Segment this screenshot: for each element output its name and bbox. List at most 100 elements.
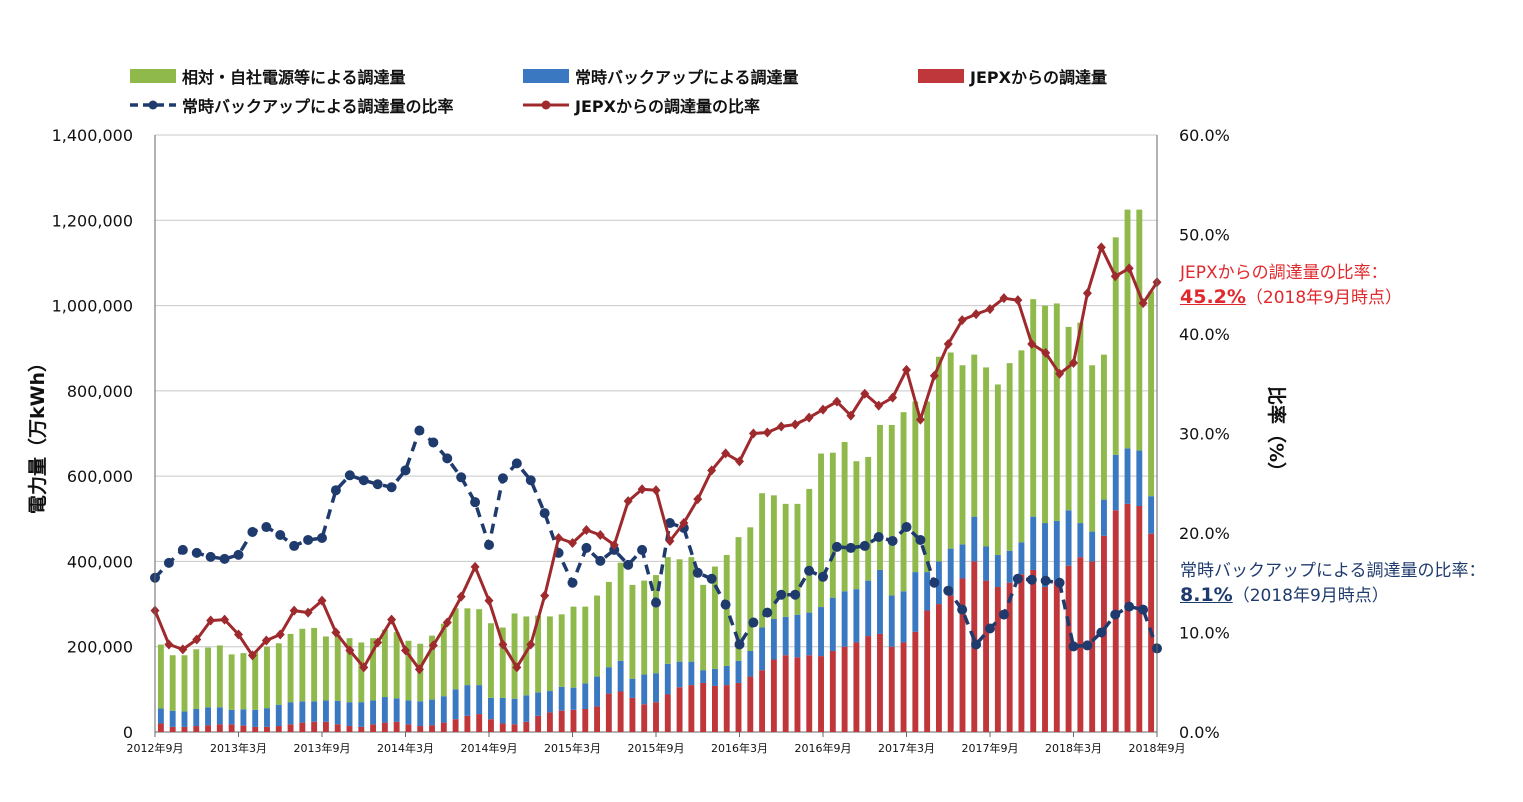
backup-ratio-point <box>692 567 703 578</box>
jepx-ratio-point <box>456 591 466 602</box>
bar-jepx <box>877 633 883 732</box>
bar-backup <box>264 708 270 727</box>
bar-backup <box>523 695 530 722</box>
bar-jepx <box>311 721 318 732</box>
backup-ratio-point <box>971 639 982 650</box>
legend-label-backup: 常時バックアップによる調達量 <box>575 68 799 87</box>
bar-self-supply <box>605 581 612 668</box>
backup-ratio-point <box>163 557 174 568</box>
bar-self-supply <box>841 442 848 592</box>
bar-jepx <box>1124 503 1131 732</box>
bar-self-supply <box>641 580 648 675</box>
jepx-ratio-point <box>595 529 605 540</box>
jepx-ratio-point <box>957 315 967 326</box>
bar-self-supply <box>358 642 365 703</box>
y-tick-label: 200,000 <box>67 638 133 657</box>
y-tick-label: 600,000 <box>67 467 133 486</box>
bar-backup <box>334 700 341 725</box>
jepx-ratio-point <box>289 605 299 616</box>
backup-ratio-point <box>818 571 828 582</box>
jepx-ratio-point <box>804 412 814 423</box>
jepx-ratio-point <box>971 309 981 320</box>
jepx-ratio-point <box>1055 368 1065 379</box>
bar-jepx <box>912 631 919 732</box>
bar-self-supply <box>924 401 931 573</box>
backup-ratio-point <box>957 604 968 615</box>
bar-self-supply <box>829 452 836 598</box>
bar-self-supply <box>676 559 683 662</box>
bar-jepx <box>770 659 777 732</box>
bar-backup <box>546 691 553 713</box>
bar-backup <box>370 700 377 725</box>
backup-ratio-point <box>845 542 856 553</box>
bar-jepx <box>440 722 447 732</box>
bar-self-supply <box>1136 209 1143 451</box>
bar-self-supply <box>193 649 200 709</box>
bar-self-supply <box>440 623 447 697</box>
bar-jepx <box>782 655 789 732</box>
jepx-ratio-point <box>234 629 243 640</box>
bar-jepx <box>641 704 648 732</box>
jepx-ratio-point <box>790 419 800 430</box>
bar-backup <box>287 702 294 725</box>
bar-backup <box>959 544 966 579</box>
bar-self-supply <box>464 608 471 686</box>
bar-jepx <box>511 724 518 732</box>
jepx-ratio-point <box>748 428 758 439</box>
backup-ratio-point <box>1124 601 1135 612</box>
backup-ratio-point <box>484 539 494 550</box>
bar-backup <box>971 516 978 562</box>
jepx-ratio-point <box>832 396 842 407</box>
bar-jepx <box>947 595 954 732</box>
bar-jepx <box>205 725 211 732</box>
bar-jepx <box>252 726 259 732</box>
backup-ratio-point <box>344 470 355 481</box>
bar-jepx <box>216 724 223 732</box>
jepx-ratio-point <box>915 414 925 425</box>
legend-label-jepx-ratio: JEPXからの調達量の比率 <box>575 97 760 116</box>
bar-jepx <box>264 726 270 732</box>
legend-label-self-supply: 相対・自社電源等による調達量 <box>182 68 406 87</box>
bar-backup <box>806 612 813 656</box>
bar-self-supply <box>806 488 813 613</box>
y-tick-label: 1,400,000 <box>52 126 133 145</box>
bar-jepx <box>1112 510 1119 732</box>
bar-self-supply <box>476 609 483 686</box>
bar-jepx <box>275 726 282 732</box>
bar-self-supply <box>1089 365 1096 532</box>
jepx-ratio-point <box>637 484 647 495</box>
bar-jepx <box>853 642 860 732</box>
y2-tick-label: 60.0% <box>1179 126 1230 145</box>
bar-jepx <box>664 694 671 732</box>
jepx-annotation: JEPXからの調達量の比率： 45.2%（2018年9月時点） <box>1180 258 1402 308</box>
jepx-ratio-point <box>874 400 884 411</box>
bar-backup <box>818 607 824 657</box>
bar-self-supply <box>157 644 164 709</box>
backup-ratio-point <box>831 541 842 552</box>
bar-self-supply <box>570 606 577 688</box>
backup-ratio-point <box>929 577 940 588</box>
bar-jepx <box>546 712 553 732</box>
x-tick-label: 2014年9月 <box>461 741 518 755</box>
bar-jepx <box>653 702 659 732</box>
legend-swatch-jepx <box>918 69 964 83</box>
bar-jepx <box>228 724 235 732</box>
bar-backup <box>405 700 412 725</box>
bar-self-supply <box>653 575 659 674</box>
jepx-ratio-point <box>1041 347 1051 358</box>
jepx-ratio-point <box>1138 298 1148 309</box>
backup-ratio-point <box>985 623 995 634</box>
bar-backup <box>252 709 259 727</box>
bar-jepx <box>1030 569 1037 732</box>
backup-ratio-point <box>317 532 327 543</box>
bar-backup <box>381 697 388 723</box>
jepx-ratio-point <box>414 664 424 675</box>
backup-annotation-title: 常時バックアップによる調達量の比率： <box>1180 561 1486 581</box>
bar-backup <box>429 699 435 726</box>
backup-ratio-point <box>191 547 202 558</box>
bar-self-supply <box>370 638 377 701</box>
y2-axis-title: 比率（%） <box>1265 386 1288 481</box>
backup-ratio-point <box>275 529 286 540</box>
